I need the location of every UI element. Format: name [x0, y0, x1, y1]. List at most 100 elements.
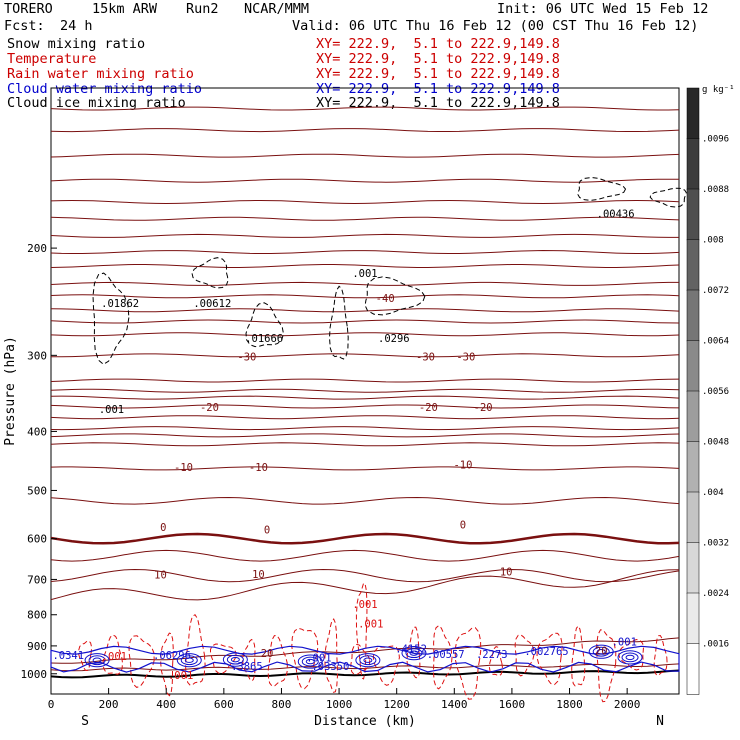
cloud-water-label: .03350 — [311, 661, 349, 673]
isotherm-line — [50, 426, 680, 431]
cloud-water-label: .3865 — [231, 661, 263, 673]
isotherm-line — [50, 249, 680, 254]
rain-contour — [324, 618, 339, 693]
y-tick-label: 300 — [27, 349, 47, 362]
isotherm-line — [50, 442, 680, 447]
cloud-water-label: .2273 — [476, 649, 508, 661]
isotherm-line — [50, 415, 680, 420]
x-axis-label: Distance (km) — [314, 714, 416, 729]
plot-frame — [50, 87, 680, 695]
snow-label: .00436 — [597, 208, 635, 220]
rain-contour — [267, 635, 288, 687]
temperature-label: 0 — [264, 524, 270, 536]
y-axis-label: Pressure (hPa) — [3, 336, 18, 446]
colorbar-tick-label: .0032 — [702, 539, 729, 549]
x-tick-label: 1200 — [383, 698, 410, 711]
x-tick-label: 1800 — [556, 698, 583, 711]
legend-rain-xy: XY= 222.9, 5.1 to 222.9,149.8 — [316, 66, 560, 82]
colorbar-swatch — [686, 441, 700, 493]
temperature-label: 10 — [500, 567, 513, 579]
contour-labels: -40 -30 -30 -30 -20 -20 -20 -10 -10 -10 0 0 0 10 10 10 2… — [52, 208, 636, 682]
temperature-label: -30 — [237, 352, 256, 364]
axes: 0 200 400 600 800 1000 1200 1400 1600 1800 2000200… — [21, 242, 641, 711]
rain-contour — [242, 638, 256, 682]
legend-rain-label: Rain water mixing ratio — [7, 66, 194, 82]
isotherm-line — [50, 433, 680, 438]
cloud-water-label: .06296 — [153, 650, 191, 662]
snow-label: .001 — [352, 268, 377, 280]
snow-label: .001 — [99, 404, 124, 416]
cloud-water-core — [184, 657, 194, 663]
legend-cloudwater-label: Cloud water mixing ratio — [7, 81, 203, 97]
rain-contour — [210, 643, 237, 674]
isotherm-line — [50, 332, 680, 337]
isotherm-line — [50, 404, 680, 409]
temperature-label: -30 — [456, 352, 475, 364]
isotherm-line — [50, 395, 680, 400]
colorbar-tick-label: .0072 — [702, 286, 729, 296]
y-tick-label: 200 — [27, 242, 47, 255]
rain-contour — [454, 627, 482, 700]
cloud-water-contours — [50, 644, 680, 673]
header-init: Init: 06 UTC Wed 15 Feb 12 — [497, 1, 709, 17]
cloud-water-core — [409, 650, 419, 656]
rain-contour — [571, 625, 586, 687]
temperature-label: -10 — [249, 462, 268, 474]
colorbar-tick-label: .0064 — [702, 337, 729, 347]
isotherm-line — [50, 308, 680, 313]
cloud-water-core — [84, 653, 110, 668]
rain-label: .001 — [352, 599, 377, 611]
x-tick-label: 0 — [48, 698, 55, 711]
snow-label: .00612 — [193, 298, 231, 310]
rain-contour — [488, 646, 503, 677]
colorbar-swatch — [686, 491, 700, 544]
legend-cloudwater-xy: XY= 222.9, 5.1 to 222.9,149.8 — [316, 81, 560, 97]
y-tick-label: 900 — [27, 640, 47, 653]
header-fcst-value: 24 h — [60, 18, 93, 34]
snow-contour — [245, 302, 285, 348]
cloud-water-core — [176, 653, 202, 668]
rain-label: .001 — [102, 651, 127, 663]
cloud-water-core — [226, 654, 244, 665]
cloud-water-core — [305, 658, 315, 665]
snow-contour — [92, 272, 130, 365]
isotherm-line — [50, 199, 680, 205]
cloud-water-core — [230, 656, 240, 663]
x-tick-label: 1000 — [326, 698, 353, 711]
snow-contours — [92, 176, 687, 365]
colorbar-swatch — [686, 542, 700, 594]
rain-contour — [128, 635, 155, 688]
snow-contour — [649, 187, 687, 208]
legend-cloudice-label: Cloud ice mixing ratio — [7, 95, 186, 111]
rain-contour — [406, 626, 421, 679]
colorbar-swatch — [686, 188, 700, 241]
header-run: Run2 — [186, 1, 219, 17]
legend-temperature-xy: XY= 222.9, 5.1 to 222.9,149.8 — [316, 51, 560, 67]
cloud-water-core — [596, 649, 606, 655]
header-model: TORERO — [4, 1, 53, 17]
rain-contour — [291, 627, 319, 690]
rain-label: .001 — [358, 619, 383, 631]
y-tick-label: 700 — [27, 573, 47, 586]
cloud-water-band — [50, 645, 680, 673]
cloud-water-core — [359, 655, 377, 666]
temperature-label: -20 — [419, 402, 438, 414]
cloud-water-core — [180, 655, 198, 666]
colorbar-tick-label: .0088 — [702, 185, 729, 195]
x-tick-label: 600 — [214, 698, 234, 711]
colorbar-tick-label: .0024 — [702, 589, 729, 599]
y-tick-label: 800 — [27, 609, 47, 622]
cloud-water-core — [405, 648, 423, 659]
temperature-label: -40 — [376, 293, 395, 305]
snow-contour — [577, 176, 627, 201]
y-tick-label: 500 — [27, 484, 47, 497]
cloud-water-core — [625, 654, 635, 661]
cloud-water-core — [355, 653, 381, 668]
x-tick-label: 400 — [156, 698, 176, 711]
snow-contour — [191, 257, 229, 289]
rain-contour — [653, 634, 668, 676]
legend-snow-label: Snow mixing ratio — [7, 36, 146, 52]
temperature-label: -20 — [200, 402, 219, 414]
temperature-label: 10 — [154, 570, 167, 582]
colorbar-swatch — [686, 643, 700, 695]
